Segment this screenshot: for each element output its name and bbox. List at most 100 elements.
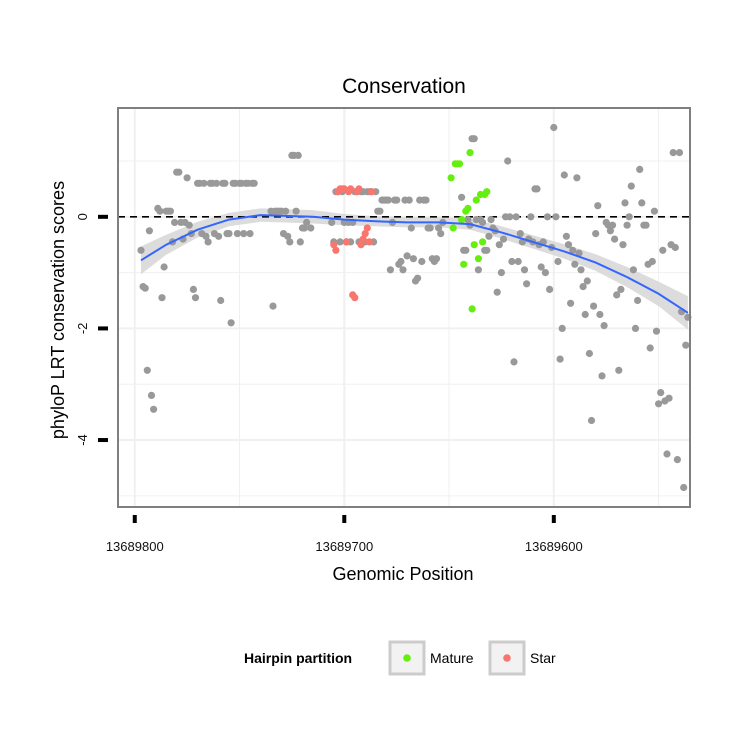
plot-background bbox=[118, 108, 690, 507]
point-mature bbox=[472, 196, 480, 204]
point-other bbox=[642, 221, 650, 229]
point-other bbox=[497, 269, 505, 277]
point-star bbox=[367, 188, 376, 196]
point-other bbox=[200, 179, 208, 187]
point-other bbox=[516, 230, 524, 238]
point-other bbox=[407, 224, 415, 232]
point-other bbox=[537, 263, 545, 271]
point-other bbox=[646, 344, 654, 352]
point-mature bbox=[464, 204, 472, 212]
legend-entry-star: Star bbox=[488, 640, 556, 676]
point-star bbox=[359, 235, 367, 243]
point-other bbox=[615, 366, 623, 374]
legend-key-dot bbox=[503, 654, 511, 662]
point-other bbox=[286, 238, 294, 246]
point-other bbox=[554, 257, 562, 266]
point-other bbox=[418, 257, 426, 266]
point-other bbox=[328, 218, 336, 226]
point-other bbox=[487, 216, 495, 224]
point-mature bbox=[460, 260, 468, 268]
point-other bbox=[655, 400, 663, 408]
point-other bbox=[585, 349, 594, 358]
grid-lines bbox=[118, 108, 690, 507]
point-other bbox=[671, 243, 679, 252]
point-other bbox=[422, 196, 430, 204]
point-other bbox=[150, 405, 158, 413]
point-other bbox=[587, 416, 596, 425]
plot-panel bbox=[117, 107, 692, 508]
point-other bbox=[682, 341, 690, 349]
point-star bbox=[365, 238, 373, 246]
point-other bbox=[673, 456, 682, 464]
point-star bbox=[330, 241, 338, 249]
point-other bbox=[598, 372, 606, 380]
point-other bbox=[590, 302, 598, 310]
point-other bbox=[663, 450, 671, 458]
point-mature bbox=[479, 238, 487, 246]
point-other bbox=[458, 193, 466, 201]
point-other bbox=[613, 291, 621, 299]
point-other bbox=[166, 207, 174, 215]
point-other bbox=[191, 294, 200, 302]
point-other bbox=[657, 389, 665, 397]
x-axis-ticks: 13689800 13689700 13689600 bbox=[106, 515, 583, 554]
point-other bbox=[384, 196, 392, 204]
point-other bbox=[631, 324, 640, 332]
point-other bbox=[160, 263, 168, 271]
point-star bbox=[332, 246, 340, 254]
point-other bbox=[600, 322, 608, 330]
point-other bbox=[617, 285, 625, 293]
point-other bbox=[189, 285, 197, 293]
points-star bbox=[330, 185, 376, 302]
point-other bbox=[474, 266, 482, 274]
point-other bbox=[397, 257, 405, 266]
point-other bbox=[292, 207, 300, 215]
point-other bbox=[185, 221, 193, 229]
point-other bbox=[504, 157, 512, 165]
point-mature bbox=[455, 160, 464, 168]
point-other bbox=[560, 171, 568, 179]
point-other bbox=[470, 135, 478, 143]
point-other bbox=[137, 246, 145, 254]
point-star bbox=[351, 294, 359, 302]
point-other bbox=[527, 213, 535, 221]
point-other bbox=[506, 213, 514, 221]
point-other bbox=[432, 255, 441, 263]
point-other bbox=[665, 394, 673, 402]
point-other bbox=[212, 179, 221, 187]
point-other bbox=[158, 294, 166, 302]
point-other bbox=[636, 165, 644, 173]
point-other bbox=[546, 285, 554, 293]
point-other bbox=[669, 149, 677, 157]
point-other bbox=[462, 246, 470, 254]
x-tick-label: 13689700 bbox=[315, 539, 373, 554]
smooth-trend-line bbox=[140, 214, 689, 314]
y-axis-title: phyloP LRT conservation scores bbox=[48, 181, 68, 439]
point-other bbox=[246, 230, 254, 238]
point-other bbox=[611, 235, 619, 243]
point-mature bbox=[483, 188, 491, 196]
y-axis-ticks: 0 -2 -4 bbox=[75, 213, 108, 446]
point-star bbox=[355, 185, 363, 193]
point-other bbox=[495, 241, 503, 249]
point-other bbox=[233, 230, 241, 238]
point-other bbox=[583, 277, 591, 285]
point-star bbox=[357, 241, 365, 249]
point-mature bbox=[466, 149, 474, 157]
point-other bbox=[629, 266, 638, 274]
point-other bbox=[435, 224, 443, 232]
point-other bbox=[510, 358, 518, 366]
point-other bbox=[499, 235, 508, 243]
point-other bbox=[141, 284, 149, 292]
point-star bbox=[363, 224, 371, 232]
point-other bbox=[250, 179, 258, 187]
legend-entries: Mature Star bbox=[388, 640, 556, 676]
point-other bbox=[204, 238, 212, 246]
point-other bbox=[556, 355, 564, 363]
point-other bbox=[493, 288, 501, 296]
x-tick-label: 13689600 bbox=[525, 539, 583, 554]
point-other bbox=[464, 216, 472, 224]
point-other bbox=[627, 182, 635, 190]
point-other bbox=[156, 207, 164, 215]
point-other bbox=[592, 230, 600, 238]
